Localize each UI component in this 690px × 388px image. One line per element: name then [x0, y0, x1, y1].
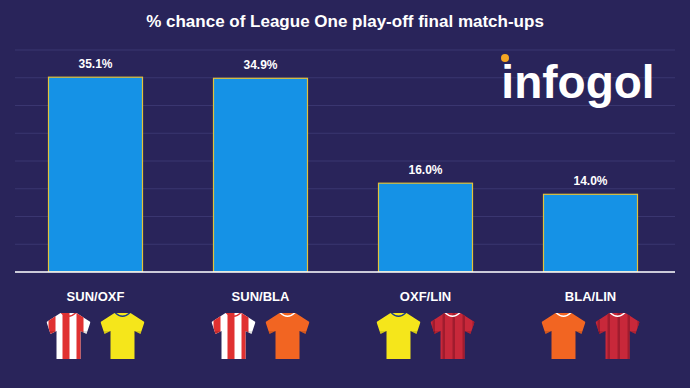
data-label: 16.0% [408, 163, 442, 177]
data-label: 34.9% [243, 58, 277, 72]
chart: % chance of League One play-off final ma… [0, 0, 690, 388]
shirt [596, 313, 641, 359]
bar [49, 77, 143, 272]
data-label: 35.1% [78, 57, 112, 71]
background [0, 0, 690, 388]
grid-line [15, 50, 675, 51]
category-label: SUN/OXF [67, 289, 125, 304]
bar [379, 183, 473, 272]
shirt [266, 313, 310, 359]
title: % chance of League One play-off final ma… [146, 12, 544, 31]
data-label: 14.0% [573, 174, 607, 188]
bar [544, 194, 638, 272]
shirt [101, 313, 145, 359]
logo-ball [501, 54, 509, 62]
category-label: SUN/BLA [232, 289, 290, 304]
bar [214, 78, 308, 272]
shirt [377, 313, 421, 359]
baseline [15, 271, 675, 273]
category-label: OXF/LIN [400, 289, 451, 304]
grid-line [15, 272, 675, 273]
shirt [542, 313, 586, 359]
bars [49, 77, 638, 272]
shirt [212, 313, 256, 359]
shirt [431, 313, 476, 359]
category-label: BLA/LIN [565, 289, 616, 304]
logo: infogol [501, 56, 654, 108]
shirt [47, 313, 91, 359]
